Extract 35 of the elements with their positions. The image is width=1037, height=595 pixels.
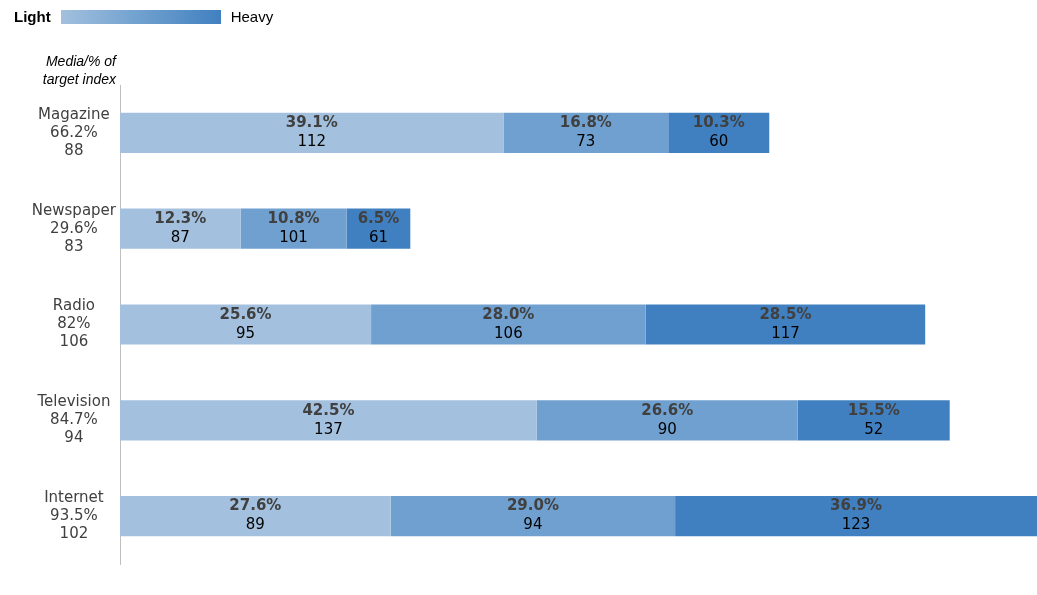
data-label: 36.9% 123 xyxy=(830,496,883,534)
data-label: 16.8% 73 xyxy=(559,113,612,151)
data-label: 10.3% 60 xyxy=(692,113,745,151)
data-label: 42.5% 137 xyxy=(302,400,355,438)
data-label: 6.5% 61 xyxy=(357,209,400,247)
data-label: 25.6% 95 xyxy=(219,304,272,342)
y-tick-label: Magazine 66.2% 88 xyxy=(38,104,110,159)
y-tick-label: Internet 93.5% 102 xyxy=(44,487,104,542)
bar xyxy=(120,400,537,441)
data-label: 26.6% 90 xyxy=(641,400,694,438)
bar xyxy=(503,112,669,154)
bar xyxy=(120,112,504,154)
bar xyxy=(120,495,391,537)
text: Light xyxy=(14,8,51,25)
bar xyxy=(390,495,676,537)
data-label: 29.0% 94 xyxy=(506,496,559,534)
data-label: 28.0% 106 xyxy=(482,304,535,342)
data-label: 12.3% 87 xyxy=(154,209,207,247)
y-tick-label: Radio 82% 106 xyxy=(52,296,95,351)
bar xyxy=(645,304,926,345)
data-label: 27.6% 89 xyxy=(229,496,282,534)
data-label: 39.1% 112 xyxy=(285,113,338,151)
text: Heavy xyxy=(230,8,274,25)
data-label: 10.8% 101 xyxy=(267,209,320,247)
bar xyxy=(371,304,646,345)
y-axis-title: Media/% of target index xyxy=(41,52,116,88)
bar xyxy=(120,304,372,345)
data-label: 28.5% 117 xyxy=(759,304,812,342)
bar xyxy=(675,495,1037,537)
data-label: 15.5% 52 xyxy=(847,400,900,438)
bar xyxy=(797,400,950,441)
y-tick-label: Newspaper 29.6% 83 xyxy=(31,200,117,255)
bar xyxy=(536,400,798,441)
y-tick-label: Television 84.7% 94 xyxy=(36,392,111,447)
bar xyxy=(120,208,241,249)
